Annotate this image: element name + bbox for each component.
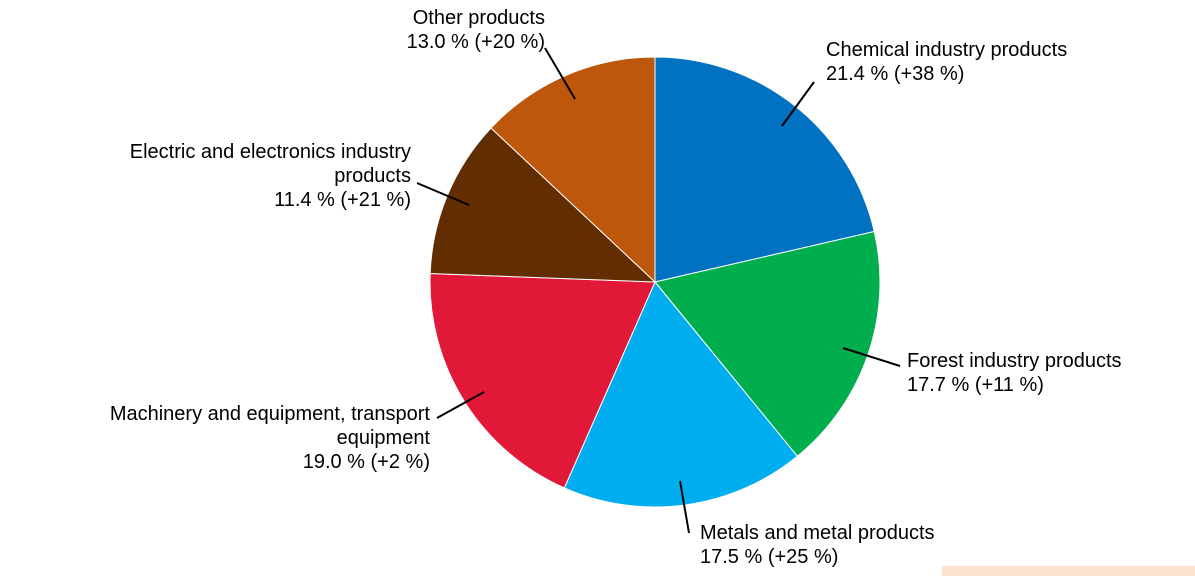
slice-name-line: Chemical industry products bbox=[826, 39, 1067, 61]
leader-line-3 bbox=[679, 480, 690, 534]
slice-value-label: 13.0 % (+20 %) bbox=[407, 31, 545, 53]
slice-label-6: Other products 13.0 % (+20 %) bbox=[407, 7, 545, 53]
slice-value-label: 21.4 % (+38 %) bbox=[826, 63, 964, 85]
slice-label-1: Chemical industry products 21.4 % (+38 %) bbox=[826, 39, 1067, 85]
slice-name-line: products bbox=[334, 165, 411, 187]
slice-name-line: Electric and electronics industry bbox=[130, 141, 411, 163]
slice-name-line: Machinery and equipment, transport bbox=[110, 403, 431, 425]
leader-line-5 bbox=[416, 182, 470, 206]
slice-labels: Chemical industry products 21.4 % (+38 %)… bbox=[110, 7, 1122, 568]
pie-slices bbox=[429, 56, 881, 508]
slice-label-5: Electric and electronics industry product… bbox=[130, 141, 411, 211]
slice-label-3: Metals and metal products 17.5 % (+25 %) bbox=[700, 522, 935, 568]
pie-slice-4 bbox=[429, 273, 656, 489]
slice-value-label: 17.5 % (+25 %) bbox=[700, 546, 838, 568]
leader-line-4 bbox=[436, 391, 485, 419]
pie-slice-3 bbox=[563, 281, 799, 508]
slice-value-label: 11.4 % (+21 %) bbox=[274, 189, 411, 211]
corner-block bbox=[942, 566, 1195, 576]
slice-name-line: equipment bbox=[337, 427, 431, 449]
leader-line-6 bbox=[544, 47, 576, 100]
leader-line-2 bbox=[842, 347, 901, 367]
pie-slice-6 bbox=[490, 56, 656, 284]
slice-label-4: Machinery and equipment, transport equipm… bbox=[110, 403, 431, 473]
slice-value-label: 17.7 % (+11 %) bbox=[907, 374, 1044, 396]
slice-name-line: Forest industry products bbox=[907, 350, 1122, 372]
slice-name-line: Metals and metal products bbox=[700, 522, 935, 544]
leader-lines bbox=[416, 47, 901, 534]
pie-slice-1 bbox=[654, 56, 875, 283]
slice-name-line: Other products bbox=[413, 7, 545, 29]
slice-label-2: Forest industry products 17.7 % (+11 %) bbox=[907, 350, 1122, 396]
slice-value-label: 19.0 % (+2 %) bbox=[303, 451, 430, 473]
leader-line-1 bbox=[781, 81, 815, 127]
